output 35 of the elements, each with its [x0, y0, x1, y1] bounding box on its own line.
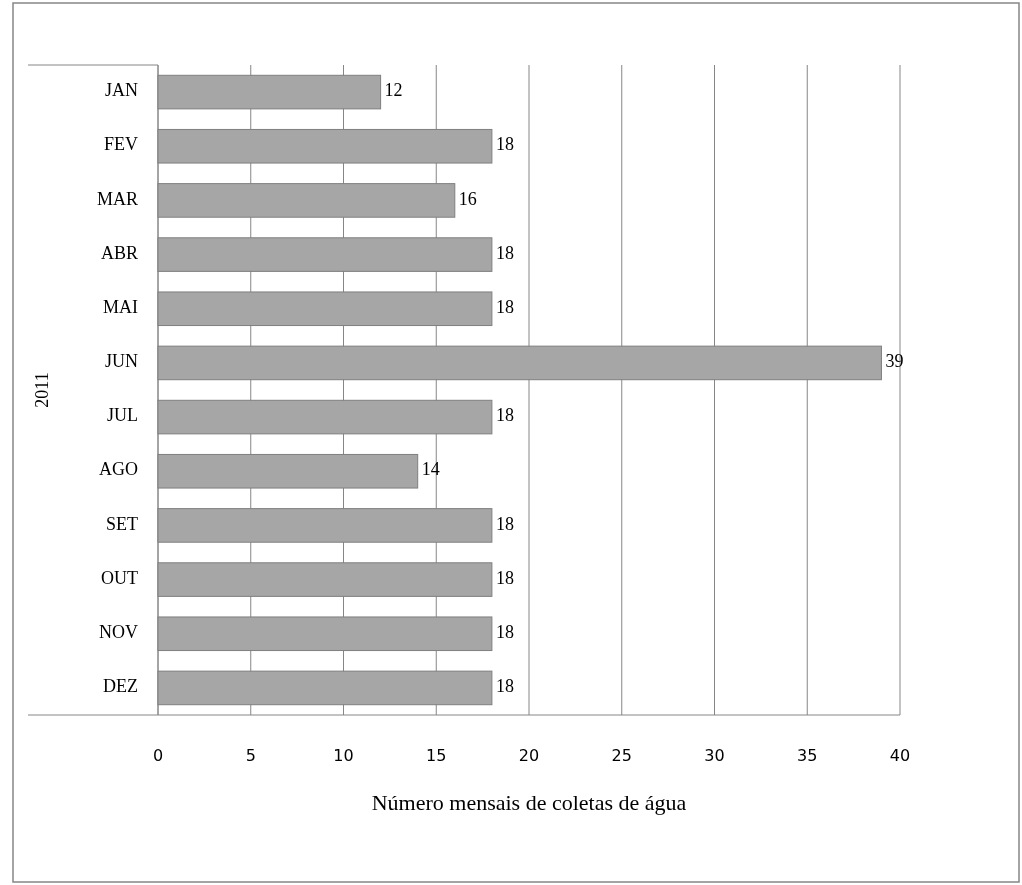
data-label: 39	[885, 351, 904, 372]
data-label: 16	[458, 188, 477, 209]
y-tick-label: MAR	[96, 188, 138, 209]
data-label: 18	[495, 567, 514, 588]
y-tick-label: SET	[105, 513, 138, 534]
data-label: 18	[495, 405, 514, 426]
data-label: 14	[421, 459, 440, 480]
x-tick-label: 20	[518, 745, 540, 765]
y-tick-label: DEZ	[103, 676, 138, 697]
y-tick-label: ABR	[100, 242, 138, 263]
data-label: 18	[495, 676, 514, 697]
y-tick-label: JAN	[104, 80, 138, 101]
data-label: 18	[495, 296, 514, 317]
y-tick-label: FEV	[103, 134, 138, 155]
data-label: 18	[495, 513, 514, 534]
x-axis-title: Número mensais de coletas de água	[371, 790, 687, 816]
x-tick-label: 30	[704, 745, 725, 765]
y-tick-label: AGO	[99, 459, 138, 480]
y-axis-title: 2011	[32, 372, 53, 408]
x-tick-label: 35	[797, 745, 818, 765]
x-tick-label: 5	[245, 745, 256, 765]
y-tick-label: OUT	[101, 567, 138, 588]
y-tick-label: NOV	[99, 621, 138, 642]
x-tick-label: 15	[426, 745, 447, 765]
x-tick-label: 25	[611, 745, 632, 765]
data-label: 18	[495, 242, 514, 263]
data-label: 18	[495, 134, 514, 155]
x-tick-label: 40	[889, 745, 911, 765]
data-label: 12	[384, 80, 403, 101]
x-tick-label: 10	[333, 745, 354, 765]
y-tick-label: JUN	[104, 351, 138, 372]
y-tick-label: MAI	[103, 296, 138, 317]
y-tick-label: JUL	[107, 405, 138, 426]
data-label: 18	[495, 621, 514, 642]
x-tick-label: 0	[152, 745, 164, 765]
